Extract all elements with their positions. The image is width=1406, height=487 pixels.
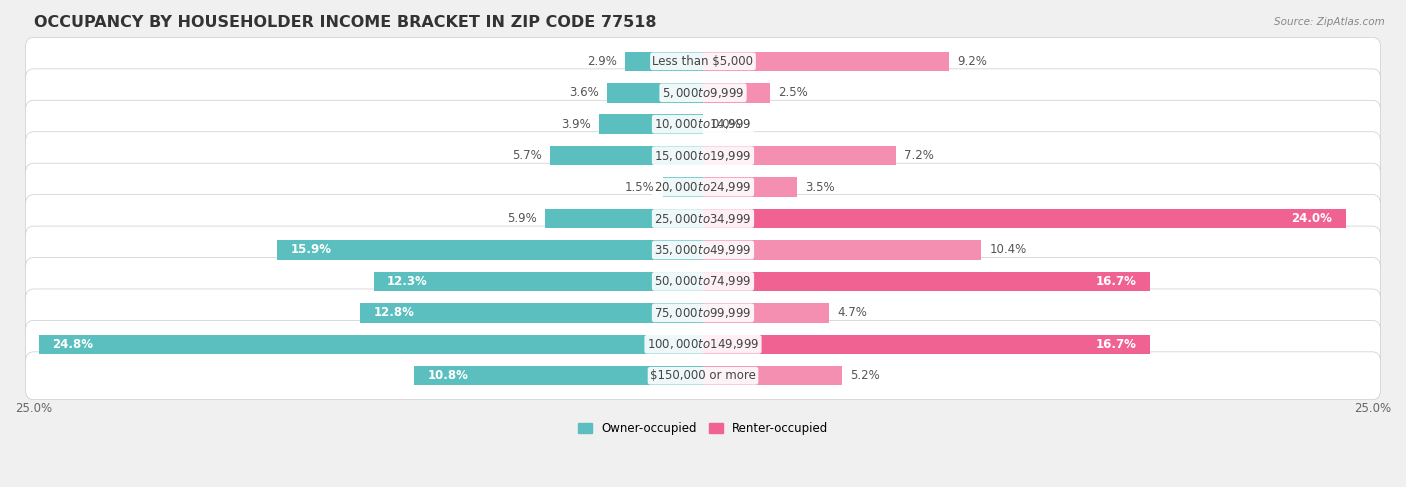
Bar <box>626 52 703 71</box>
Text: $5,000 to $9,999: $5,000 to $9,999 <box>662 86 744 100</box>
Text: 1.5%: 1.5% <box>626 181 655 194</box>
Bar <box>703 83 770 103</box>
Text: 24.0%: 24.0% <box>1291 212 1333 225</box>
Bar <box>703 303 830 322</box>
Text: $100,000 to $149,999: $100,000 to $149,999 <box>647 337 759 351</box>
FancyBboxPatch shape <box>25 132 1381 180</box>
Text: $75,000 to $99,999: $75,000 to $99,999 <box>654 306 752 320</box>
Text: $10,000 to $14,999: $10,000 to $14,999 <box>654 117 752 131</box>
FancyBboxPatch shape <box>25 258 1381 305</box>
Bar <box>546 209 703 228</box>
Text: 4.7%: 4.7% <box>837 306 866 319</box>
Bar <box>703 272 1150 291</box>
Bar <box>662 177 703 197</box>
Bar <box>39 335 703 354</box>
Bar <box>703 209 1346 228</box>
FancyBboxPatch shape <box>25 226 1381 274</box>
Bar <box>703 335 1150 354</box>
Text: 12.8%: 12.8% <box>374 306 415 319</box>
Bar <box>703 146 896 166</box>
FancyBboxPatch shape <box>25 69 1381 117</box>
Text: 2.5%: 2.5% <box>778 86 807 99</box>
Text: $25,000 to $34,999: $25,000 to $34,999 <box>654 211 752 225</box>
Text: 15.9%: 15.9% <box>291 244 332 257</box>
FancyBboxPatch shape <box>25 100 1381 148</box>
Legend: Owner-occupied, Renter-occupied: Owner-occupied, Renter-occupied <box>572 417 834 440</box>
Text: 0.0%: 0.0% <box>711 118 741 131</box>
Text: 5.2%: 5.2% <box>851 369 880 382</box>
Text: $35,000 to $49,999: $35,000 to $49,999 <box>654 243 752 257</box>
Text: $50,000 to $74,999: $50,000 to $74,999 <box>654 274 752 288</box>
Bar <box>374 272 703 291</box>
Bar <box>550 146 703 166</box>
FancyBboxPatch shape <box>25 320 1381 368</box>
Text: 5.7%: 5.7% <box>513 149 543 162</box>
Text: Source: ZipAtlas.com: Source: ZipAtlas.com <box>1274 17 1385 27</box>
Bar <box>606 83 703 103</box>
FancyBboxPatch shape <box>25 289 1381 337</box>
Bar <box>360 303 703 322</box>
Bar <box>599 114 703 134</box>
Text: $20,000 to $24,999: $20,000 to $24,999 <box>654 180 752 194</box>
Bar <box>703 240 981 260</box>
Text: 24.8%: 24.8% <box>52 338 93 351</box>
Text: 10.4%: 10.4% <box>990 244 1026 257</box>
FancyBboxPatch shape <box>25 37 1381 85</box>
Text: 2.9%: 2.9% <box>588 55 617 68</box>
Text: Less than $5,000: Less than $5,000 <box>652 55 754 68</box>
Text: 3.5%: 3.5% <box>804 181 834 194</box>
Text: 3.9%: 3.9% <box>561 118 591 131</box>
Text: $150,000 or more: $150,000 or more <box>650 369 756 382</box>
Text: 16.7%: 16.7% <box>1095 275 1137 288</box>
FancyBboxPatch shape <box>25 352 1381 400</box>
FancyBboxPatch shape <box>25 163 1381 211</box>
Bar <box>703 366 842 386</box>
Text: 12.3%: 12.3% <box>387 275 427 288</box>
Text: 5.9%: 5.9% <box>508 212 537 225</box>
Text: $15,000 to $19,999: $15,000 to $19,999 <box>654 149 752 163</box>
Bar <box>413 366 703 386</box>
Text: 7.2%: 7.2% <box>904 149 934 162</box>
FancyBboxPatch shape <box>25 195 1381 243</box>
Bar <box>703 52 949 71</box>
Bar <box>277 240 703 260</box>
Text: 10.8%: 10.8% <box>427 369 468 382</box>
Text: 16.7%: 16.7% <box>1095 338 1137 351</box>
Text: 9.2%: 9.2% <box>957 55 987 68</box>
Text: 3.6%: 3.6% <box>569 86 599 99</box>
Text: OCCUPANCY BY HOUSEHOLDER INCOME BRACKET IN ZIP CODE 77518: OCCUPANCY BY HOUSEHOLDER INCOME BRACKET … <box>34 15 657 30</box>
Bar <box>703 177 797 197</box>
